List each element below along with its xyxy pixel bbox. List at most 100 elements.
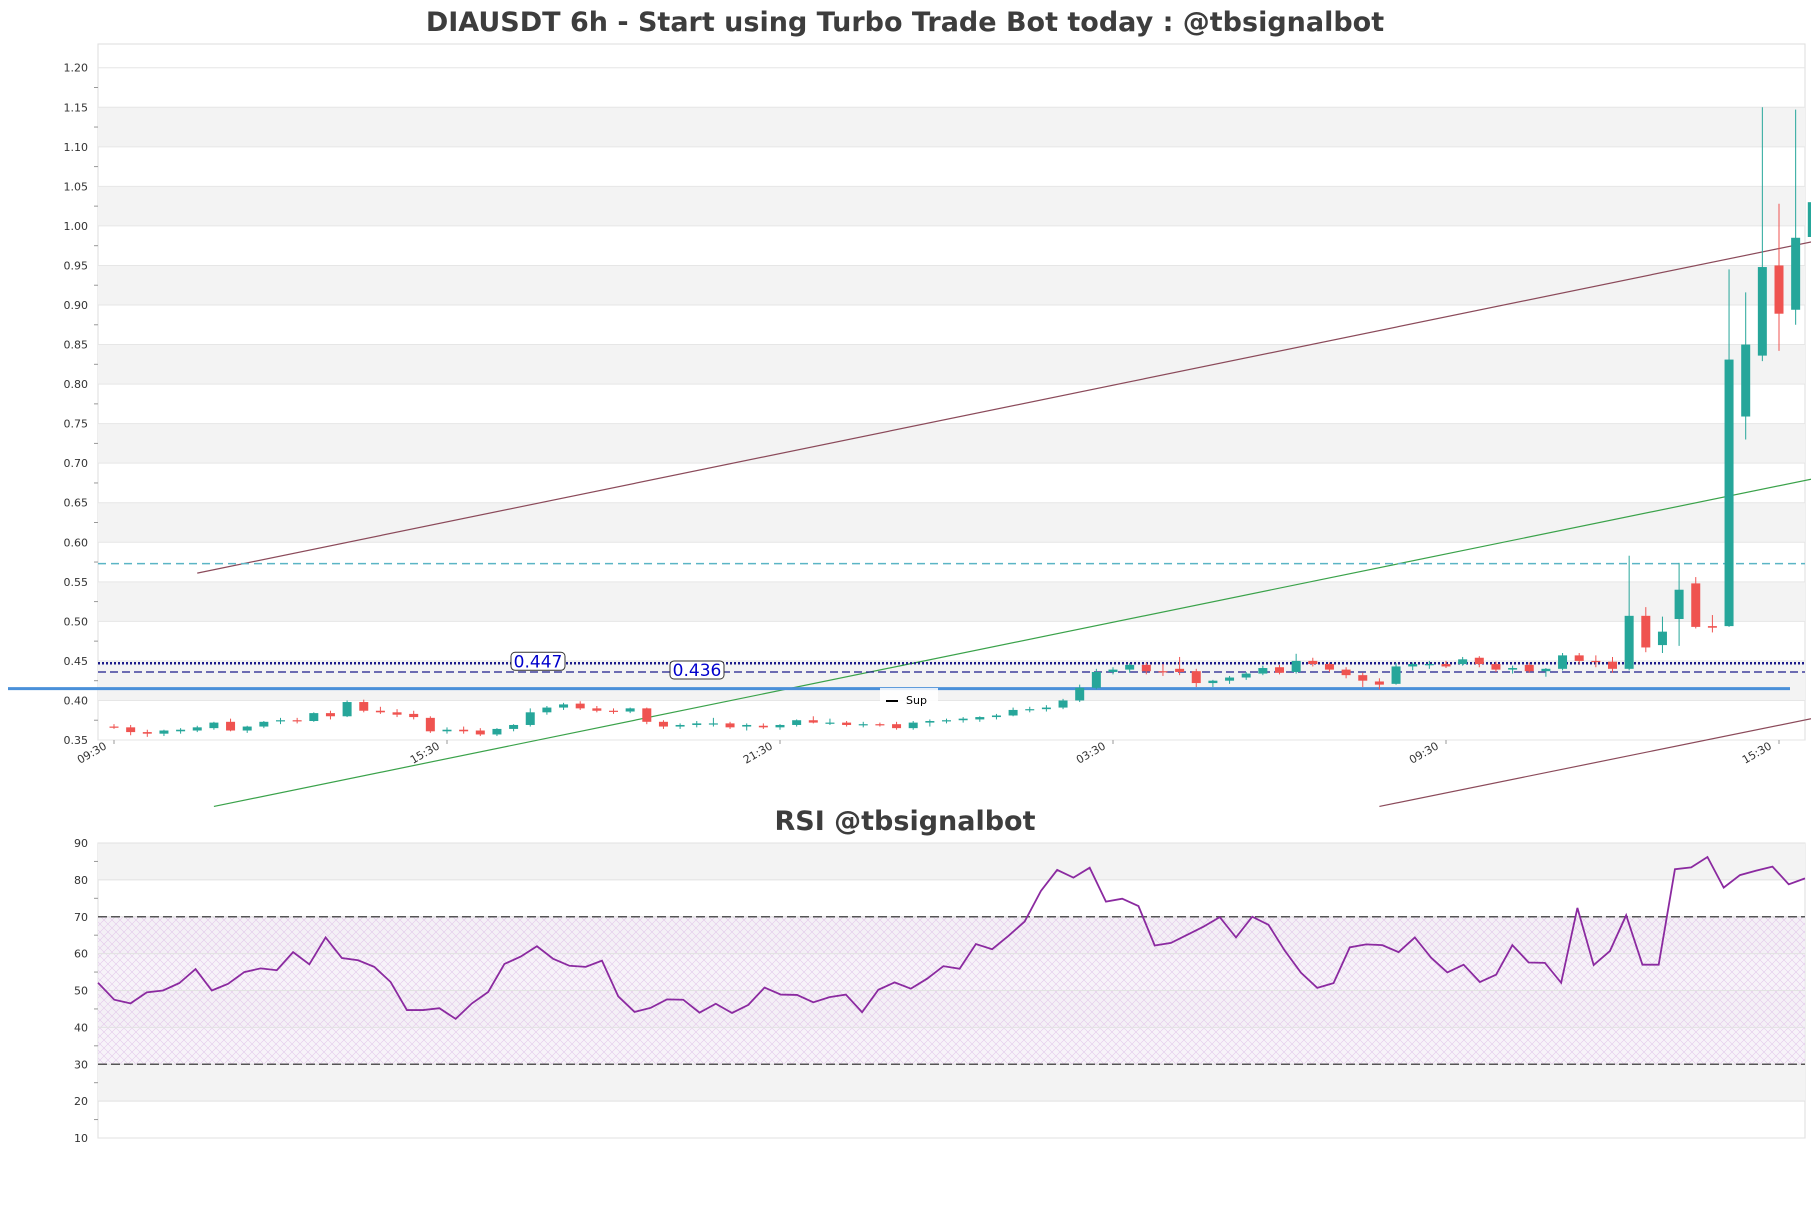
candle-body [443,730,452,732]
candle-body [1691,583,1700,627]
candle-body [1525,665,1534,671]
main-x-tick-label: 03:30 [1074,739,1108,766]
candle-body [1225,678,1234,681]
main-x-tick-label: 09:30 [1407,739,1441,766]
candle-body [110,727,119,728]
candle-body [1575,655,1584,661]
candle-body [692,723,701,725]
candle-body [659,722,668,727]
candle-body [393,712,402,714]
candle-body [975,717,984,719]
level-label-text: 0.447 [514,652,563,672]
candle-body [309,713,318,721]
candle-body [959,719,968,721]
candle-body [1442,664,1451,666]
candle-body [459,730,468,732]
main-grid-bands [98,44,1805,740]
main-y-tick-label: 0.95 [64,259,89,272]
candle-body [1059,700,1068,707]
candle-body [642,708,651,721]
candle-body [909,723,918,729]
main-grid-band [98,503,1805,543]
candle-body [676,725,685,727]
candle-body [1075,688,1084,701]
candle-body [875,724,884,725]
candle-body [559,704,568,707]
candle-body [1641,616,1650,648]
level-label-text: 0.436 [673,661,722,681]
candle-body [576,704,585,709]
candle-body [509,725,518,729]
main-y-tick-label: 0.75 [64,418,89,431]
candle-body [1025,709,1034,710]
candle-body [1175,669,1184,672]
rsi-grid-band [98,1064,1805,1101]
candle-body [1208,681,1217,683]
candle-body [825,723,834,724]
candle-body [1475,658,1484,664]
candle-body [626,708,635,711]
legend: Sup [880,688,938,712]
candle-body [343,702,352,716]
candle-body [842,723,851,725]
candle-body [1158,671,1167,672]
candle-body [409,714,418,717]
rsi-y-tick-label: 70 [74,911,88,924]
main-y-tick-label: 0.65 [64,497,89,510]
candle-body [1458,659,1467,664]
candle-body [542,708,551,713]
candle-body [326,713,335,716]
candle-body [276,720,285,721]
candle-body [1142,665,1151,671]
candle-body [1491,664,1500,670]
candle-body [476,731,485,735]
candle-body [1292,661,1301,672]
rsi-y-tick-label: 10 [74,1132,88,1145]
candle-body [1192,671,1201,683]
rsi-y-tick-label: 30 [74,1058,88,1071]
main-y-tick-label: 1.20 [64,62,89,75]
candle-body [1392,666,1401,683]
candle-body [293,720,302,721]
rsi-chart-title: RSI @tbsignalbot [774,806,1035,837]
candle-body [859,724,868,725]
candle-body [1791,238,1800,310]
candle-body [792,720,801,725]
candle-body [726,723,735,727]
candle-body [492,729,501,735]
candle-body [143,732,152,734]
candle-body [609,711,618,712]
candle-body [1425,664,1434,665]
candle-body [426,718,435,731]
candle-body [1625,616,1634,669]
main-y-tick-label: 0.45 [64,655,89,668]
main-grid-band [98,424,1805,464]
main-grid-band [98,582,1805,622]
candle-body [1775,265,1784,313]
candle-body [193,727,202,730]
main-grid-band [98,186,1805,226]
candle-body [1275,667,1284,673]
candle-body [1758,267,1767,356]
main-y-axis: 0.350.400.450.500.550.600.650.700.750.80… [64,62,99,747]
candle-body [809,720,818,722]
candle-body [1541,669,1550,671]
main-grid-band [98,265,1805,305]
candle-body [1408,664,1417,666]
candle-body [1125,665,1134,670]
candle-body [1375,681,1384,684]
candle-body [159,731,168,734]
candle-body [759,726,768,728]
candle-body [1009,710,1018,716]
main-x-tick-label: 21:30 [741,739,775,766]
main-y-tick-label: 1.00 [64,220,89,233]
main-grid-band [98,107,1805,147]
candle-body [1342,670,1351,676]
main-y-tick-label: 1.05 [64,180,89,193]
main-y-tick-label: 1.15 [64,101,89,114]
candle-body [776,725,785,727]
candle-body [1358,675,1367,681]
main-y-tick-label: 0.50 [64,615,89,628]
main-x-tick-label: 15:30 [408,739,442,766]
